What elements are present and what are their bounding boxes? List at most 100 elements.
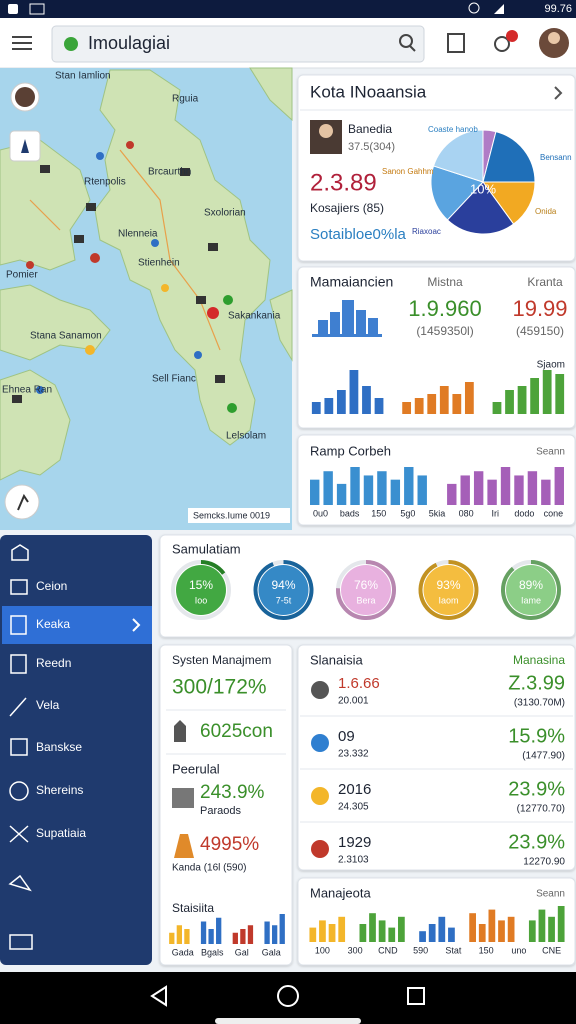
map-part-part	[26, 261, 34, 269]
bar-chart: 0u0 bads 150 5g0 5kia 080 Iri dodo cone	[310, 467, 564, 518]
bar	[336, 483, 347, 505]
city-icon-part	[312, 334, 382, 337]
item-value: 4995%	[200, 834, 259, 855]
map-part-part	[90, 253, 100, 263]
doc-button[interactable]	[447, 33, 465, 53]
recents-button[interactable]	[407, 987, 425, 1005]
gauge-label: 89%	[519, 578, 543, 592]
bar	[428, 924, 436, 942]
bar	[464, 382, 474, 414]
map-locate-icon	[17, 493, 29, 511]
gauge-sub: Iame	[521, 595, 541, 605]
x-tick-label: Stat	[445, 945, 462, 955]
bar	[176, 925, 182, 944]
sidebar-item[interactable]: Ceion	[36, 579, 67, 593]
row-value: 15.9%	[508, 725, 565, 747]
bar	[363, 475, 374, 505]
map-part-part	[12, 395, 22, 403]
bar	[349, 370, 359, 414]
menu-button[interactable]	[12, 36, 32, 50]
row-icon	[311, 840, 329, 858]
row-value-sub: (3130.70M)	[514, 698, 565, 709]
bar	[427, 394, 437, 414]
bar	[319, 920, 326, 942]
overview-caption: Kosajiers (85)	[310, 201, 384, 215]
pie-center-label: 10%	[470, 181, 496, 196]
bar	[488, 909, 496, 942]
sidebar-icons	[8, 544, 33, 950]
map-part-part	[208, 243, 218, 251]
map-part-part	[29, 199, 61, 231]
bar	[507, 916, 515, 942]
search-text: Imoulagiai	[88, 33, 170, 53]
status-icon	[8, 4, 18, 14]
sidebar-item[interactable]: Reedn	[36, 656, 71, 670]
chart-legend: Seann	[536, 447, 565, 458]
bar	[216, 917, 222, 944]
stats-card	[297, 644, 576, 871]
search-button[interactable]	[399, 34, 416, 52]
x-tick-label: 5g0	[400, 508, 415, 518]
home-button[interactable]	[277, 985, 299, 1007]
back-button[interactable]	[150, 985, 167, 1007]
map-part-part	[151, 239, 159, 247]
map-part-part	[0, 139, 91, 271]
map-attribution-box	[188, 508, 290, 523]
overview-link[interactable]: Sotaibloe0%la	[310, 226, 407, 243]
row-name: 1.6.66	[338, 675, 380, 692]
bar	[557, 906, 565, 942]
gauge-sub: Ioo	[195, 595, 208, 605]
bar	[404, 467, 414, 505]
sidebar-item[interactable]: Supatiaia	[36, 826, 86, 840]
card-title: Mamaiancien	[310, 274, 393, 290]
pie-slice	[430, 165, 484, 221]
map-part-part	[85, 345, 95, 355]
bar	[473, 471, 484, 505]
row-value-sub: (12770.70)	[517, 804, 565, 815]
sidebar-icons-part	[10, 579, 28, 595]
map-part-part	[36, 386, 44, 394]
bar	[419, 931, 426, 942]
bar	[390, 479, 401, 505]
card-title: Slanaisia	[310, 652, 364, 667]
gauge-arc	[418, 560, 479, 620]
item-value: 243.9%	[200, 782, 265, 803]
map-label: Stienhein	[138, 258, 180, 269]
sidebar-item[interactable]: Banskse	[36, 740, 82, 754]
row-value-sub: (1477.90)	[522, 751, 565, 762]
map-part-part	[180, 168, 190, 176]
card-chevron[interactable]	[554, 86, 563, 100]
city-icon-part	[342, 300, 354, 336]
row-name: 2016	[338, 781, 371, 798]
pie-label: Bensann	[540, 153, 572, 162]
signal-icon	[494, 4, 504, 14]
building-icon	[172, 788, 194, 808]
sidebar-icons-part	[10, 654, 27, 674]
x-tick-label: 100	[315, 945, 330, 955]
card-title: Kota INoaansia	[310, 82, 427, 101]
column-value: 19.99	[512, 296, 567, 321]
row-value: 23.9%	[508, 778, 565, 800]
bar	[310, 479, 320, 505]
map-part-part	[161, 284, 169, 292]
sidebar-item[interactable]: Vela	[36, 698, 60, 712]
row-value: Z.3.99	[508, 672, 565, 694]
bar	[548, 916, 555, 942]
map-part-part	[227, 403, 237, 413]
row-icon	[311, 787, 329, 805]
row-sub: 2.3103	[338, 855, 369, 866]
sidebar-icons-part	[9, 825, 29, 843]
pie-chart	[430, 129, 536, 235]
bar	[378, 920, 386, 942]
city-icon-part	[356, 310, 366, 336]
sidebar-item[interactable]: Keaka	[36, 617, 70, 631]
x-tick-label: 080	[459, 508, 474, 518]
bar	[448, 927, 455, 942]
search-box[interactable]	[51, 25, 425, 63]
map-label: Lelsolam	[226, 431, 266, 442]
sidebar-item[interactable]: Shereins	[36, 783, 83, 797]
refresh-button[interactable]	[494, 36, 510, 52]
map[interactable]	[0, 67, 293, 530]
x-tick-label: 300	[348, 945, 363, 955]
bar	[169, 932, 175, 944]
